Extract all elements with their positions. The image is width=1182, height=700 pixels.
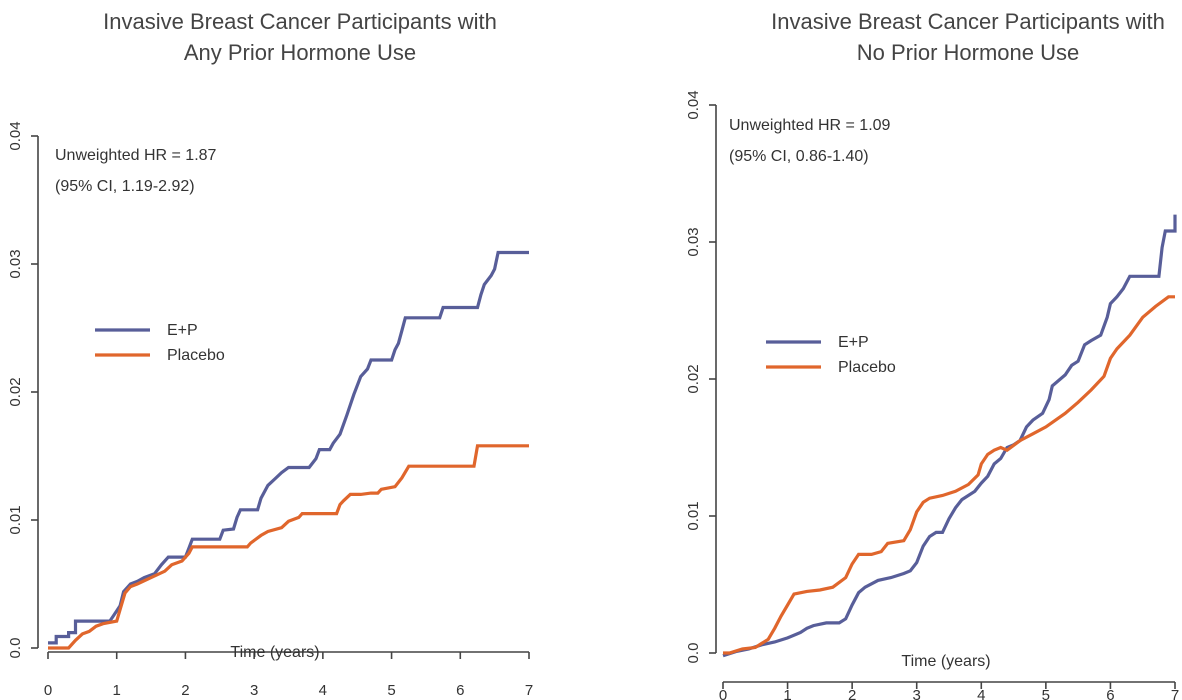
y-tick-label: 0.03 <box>7 249 24 278</box>
series-line-e-p <box>722 214 1177 658</box>
y-tick-label: 0.04 <box>7 121 24 150</box>
x-tick-label: 5 <box>1042 687 1050 700</box>
x-tick-label: 0 <box>44 682 52 699</box>
x-tick-label: 6 <box>456 682 464 699</box>
legend-label: Placebo <box>838 359 896 376</box>
x-axis: 0 1 2 3 4 5 6 7 <box>719 681 1179 700</box>
y-tick-label: 0.0 <box>7 638 24 659</box>
series-line-e-p <box>48 250 529 645</box>
x-tick-label: 7 <box>525 682 533 699</box>
chart-title-line-1: Invasive Breast Cancer Participants with <box>103 9 497 34</box>
chart-title: Invasive Breast Cancer Participants with… <box>688 6 1182 68</box>
legend-label: E+P <box>167 322 198 339</box>
y-tick-label: 0.01 <box>7 505 24 534</box>
x-tick-label: 5 <box>387 682 395 699</box>
chart-title: Invasive Breast Cancer Participants with… <box>20 6 580 68</box>
hazard-ratio-annotation: (95% CI, 0.86-1.40) <box>729 148 869 165</box>
hazard-ratio-annotation: Unweighted HR = 1.87 <box>55 147 217 164</box>
chart-panel-any-prior: Invasive Breast Cancer Participants with… <box>7 6 580 699</box>
x-tick-label: 7 <box>1171 687 1179 700</box>
x-tick-label: 4 <box>977 687 985 700</box>
hazard-ratio-annotation: (95% CI, 1.19-2.92) <box>55 178 195 195</box>
x-tick-label: 3 <box>913 687 921 700</box>
series-line-placebo <box>48 444 529 650</box>
chart-title-line-2: No Prior Hormone Use <box>856 40 1080 65</box>
y-axis: 0.0 0.01 0.02 0.03 0.04 <box>7 121 39 659</box>
y-tick-label: 0.02 <box>7 377 24 406</box>
hazard-ratio-annotation: Unweighted HR = 1.09 <box>729 117 891 134</box>
y-tick-label: 0.04 <box>685 90 702 119</box>
series-line-placebo <box>723 295 1175 655</box>
y-tick-label: 0.03 <box>685 227 702 256</box>
x-tick-label: 1 <box>783 687 791 700</box>
x-tick-label: 1 <box>113 682 121 699</box>
x-tick-label: 3 <box>250 682 258 699</box>
x-tick-label: 0 <box>719 687 727 700</box>
x-tick-label: 4 <box>319 682 327 699</box>
x-axis-label: Time (years) <box>230 644 319 661</box>
y-tick-label: 0.0 <box>685 643 702 664</box>
legend: E+P Placebo <box>766 334 896 376</box>
x-axis-label: Time (years) <box>901 653 990 670</box>
chart-panel-no-prior: Invasive Breast Cancer Participants with… <box>591 0 1182 700</box>
y-axis: 0.0 0.01 0.02 0.03 0.04 <box>685 90 717 664</box>
chart-plot: 0.0 0.01 0.02 0.03 0.04 0 1 2 3 4 5 6 7 Time (years) U… <box>7 121 533 699</box>
chart-title-line-2: Any Prior Hormone Use <box>183 40 417 65</box>
chart-title-line-1: Invasive Breast Cancer Participants with <box>771 9 1165 34</box>
y-tick-label: 0.02 <box>685 364 702 393</box>
x-tick-label: 2 <box>848 687 856 700</box>
x-axis: 0 1 2 3 4 5 6 7 <box>44 651 533 699</box>
chart-plot: 0.0 0.01 0.02 0.03 0.04 0 1 2 3 4 5 6 7 Time (years) U… <box>685 90 1179 700</box>
x-tick-label: 2 <box>181 682 189 699</box>
legend-label: Placebo <box>167 347 225 364</box>
legend: E+P Placebo <box>95 322 225 364</box>
x-tick-label: 6 <box>1106 687 1114 700</box>
y-tick-label: 0.01 <box>685 501 702 530</box>
legend-label: E+P <box>838 334 869 351</box>
